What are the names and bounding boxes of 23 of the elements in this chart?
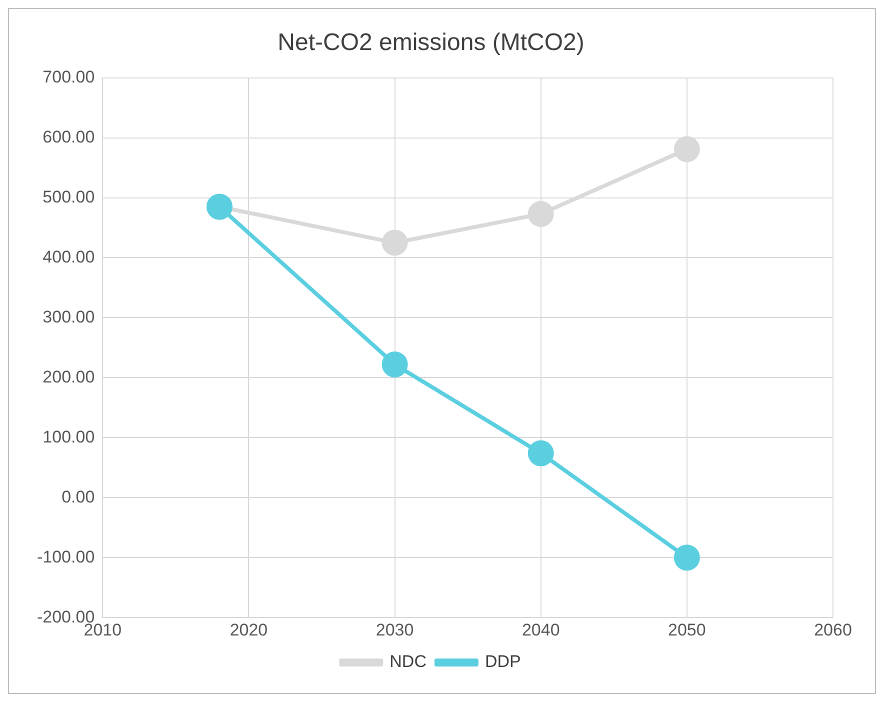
point bbox=[382, 351, 408, 378]
y-tick-label: -100.00 bbox=[36, 547, 95, 566]
point bbox=[674, 136, 700, 162]
x-tick-label: 2040 bbox=[522, 620, 560, 640]
chart-title: Net-CO2 emissions (MtCO2) bbox=[278, 29, 584, 56]
y-tick-label: 0.00 bbox=[62, 487, 95, 506]
legend-label: DDP bbox=[484, 652, 521, 672]
point bbox=[674, 544, 700, 571]
y-tick-label: 600.00 bbox=[42, 127, 95, 146]
y-tick-label: 100.00 bbox=[42, 427, 95, 446]
x-tick-label: 2060 bbox=[814, 620, 852, 640]
x-tick-label: 2050 bbox=[668, 620, 706, 640]
y-tick-label: 200.00 bbox=[42, 367, 95, 386]
x-tick-label: 2020 bbox=[230, 620, 268, 640]
legend-label: NDC bbox=[390, 652, 426, 672]
x-tick-label: 2030 bbox=[376, 620, 414, 640]
point bbox=[528, 440, 554, 466]
y-tick-label: 300.00 bbox=[42, 307, 95, 326]
y-tick-label: 500.00 bbox=[42, 187, 95, 206]
point bbox=[382, 230, 408, 256]
point bbox=[528, 200, 554, 227]
y-tick-label: 700.00 bbox=[42, 67, 95, 86]
y-tick-label: 400.00 bbox=[42, 247, 95, 266]
